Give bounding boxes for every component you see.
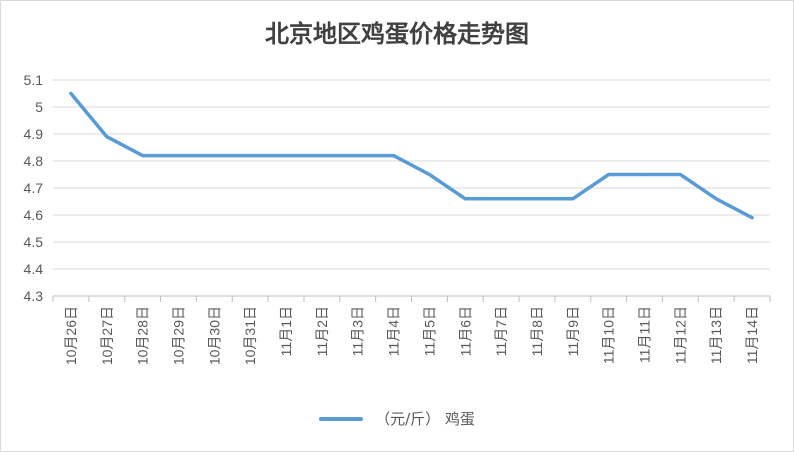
data-point [535,197,539,201]
y-axis-ticks: 4.3 4.4 4.5 4.6 4.7 4.8 4.9 5 5.1 [24,72,44,304]
x-tick-label: 10月28日 [135,306,151,365]
data-point [284,154,288,158]
data-point [607,172,611,177]
x-tick-label: 11月8日 [529,306,545,356]
data-point [105,135,109,139]
data-point [320,154,324,158]
x-tick-label: 10月27日 [99,306,115,365]
data-point [571,197,575,201]
data-point [642,172,647,177]
x-axis: 10月26日 10月27日 10月28日 10月29日 10月30日 10月31日 11月1… [52,295,771,365]
data-point [141,154,145,158]
x-tick-label: 10月29日 [170,306,186,365]
x-tick-label: 11月11日 [637,306,653,363]
x-tick-label: 11月12日 [672,306,688,364]
series-line [69,91,754,220]
series-lines [69,91,754,220]
data-point [678,172,682,177]
x-tick-label: 10月30日 [206,306,222,365]
data-point [463,197,467,201]
y-tick-label: 4.3 [24,288,44,304]
y-tick-label: 4.4 [24,261,44,277]
x-tick-label: 11月10日 [601,306,617,364]
legend: （元/斤） 鸡蛋 [0,408,794,429]
x-tick-label: 10月31日 [242,306,258,365]
data-point [248,154,252,158]
data-point [69,91,73,96]
x-tick-label: 11月5日 [421,306,437,356]
x-tick-label: 11月9日 [565,306,581,356]
data-point [356,154,360,158]
y-tick-label: 5.1 [24,72,44,88]
data-point [427,172,432,177]
data-point [750,216,754,220]
x-tick-label: 11月7日 [493,306,509,356]
y-tick-label: 4.7 [24,180,44,196]
x-tick-label: 11月6日 [457,306,473,356]
x-tick-label: 11月13日 [708,306,724,364]
y-tick-label: 4.9 [24,126,44,142]
y-tick-label: 4.6 [24,207,44,223]
y-tick-label: 5 [35,99,43,115]
legend-label: （元/斤） 鸡蛋 [375,410,475,428]
x-tick-label: 11月1日 [278,306,294,356]
data-point [176,154,181,158]
x-tick-label: 11月3日 [350,306,366,356]
data-point [212,154,216,158]
chart-title: 北京地区鸡蛋价格走势图 [265,19,529,48]
x-tick-label: 11月2日 [314,306,330,356]
legend-swatch [319,416,364,421]
data-point [499,197,503,201]
y-tick-label: 4.5 [24,234,44,250]
y-tick-label: 4.8 [24,153,44,169]
x-tick-label: 10月26日 [63,306,79,365]
data-point [714,197,718,201]
x-tick-label: 11月14日 [744,306,760,364]
gridlines [53,79,770,297]
data-point [391,154,396,158]
x-tick-label: 11月4日 [386,306,402,356]
